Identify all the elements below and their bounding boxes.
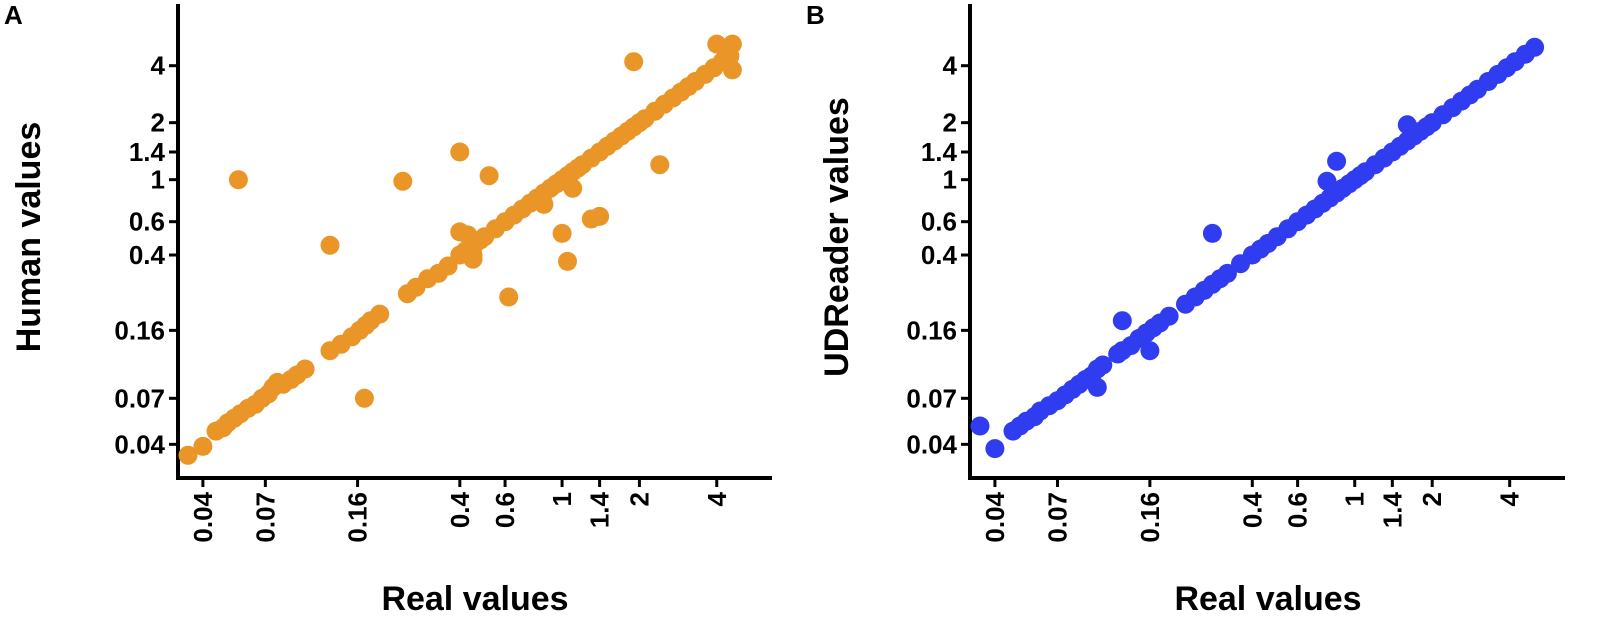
data-point bbox=[178, 445, 198, 465]
x-axis-title: Real values bbox=[381, 580, 568, 618]
data-point bbox=[354, 388, 374, 408]
data-point bbox=[393, 171, 413, 191]
x-tick-label: 4 bbox=[1495, 491, 1525, 506]
data-point bbox=[534, 194, 554, 214]
x-axis-title: Real values bbox=[1174, 580, 1361, 618]
data-point bbox=[370, 304, 390, 324]
data-point bbox=[722, 34, 742, 54]
y-tick-label: 1 bbox=[151, 165, 165, 195]
data-point bbox=[1317, 171, 1337, 191]
y-tick-label: 4 bbox=[943, 51, 958, 81]
data-point bbox=[193, 436, 213, 456]
data-point bbox=[1217, 263, 1237, 283]
x-tick-label: 0.4 bbox=[1237, 491, 1267, 528]
x-tick-label: 0.07 bbox=[1042, 492, 1072, 543]
y-tick-label: 0.4 bbox=[921, 240, 958, 270]
data-point bbox=[624, 52, 644, 72]
x-tick-label: 0.6 bbox=[490, 492, 520, 528]
y-tick-label: 0.16 bbox=[906, 315, 957, 345]
y-tick-label: 2 bbox=[151, 108, 165, 138]
x-tick-label: 1 bbox=[1340, 492, 1370, 506]
data-point bbox=[563, 178, 583, 198]
x-tick-label: 1.4 bbox=[585, 491, 615, 528]
x-tick-label: 0.16 bbox=[343, 492, 373, 543]
x-tick-label: 0.16 bbox=[1135, 492, 1165, 543]
data-point bbox=[463, 249, 483, 269]
data-point bbox=[590, 206, 610, 226]
data-point bbox=[970, 416, 990, 436]
y-tick-label: 0.04 bbox=[906, 429, 957, 459]
data-point bbox=[320, 235, 340, 255]
data-point bbox=[1093, 355, 1113, 375]
x-tick-label: 4 bbox=[702, 491, 732, 506]
panel-label: A bbox=[4, 0, 23, 30]
data-point bbox=[650, 155, 670, 175]
data-point bbox=[1159, 306, 1179, 326]
y-tick-label: 0.6 bbox=[129, 207, 165, 237]
data-point bbox=[707, 34, 727, 54]
data-point bbox=[1087, 377, 1107, 397]
x-tick-label: 0.04 bbox=[188, 491, 218, 542]
y-tick-label: 1 bbox=[943, 165, 957, 195]
data-point bbox=[499, 287, 519, 307]
data-point bbox=[295, 359, 315, 379]
x-tick-label: 0.6 bbox=[1283, 492, 1313, 528]
y-tick-label: 0.4 bbox=[129, 240, 166, 270]
data-point bbox=[985, 439, 1005, 459]
y-tick-label: 0.07 bbox=[906, 383, 957, 413]
data-point bbox=[558, 251, 577, 271]
data-point bbox=[450, 142, 470, 162]
y-tick-label: 0.07 bbox=[114, 383, 165, 413]
data-point bbox=[1202, 223, 1222, 243]
x-tick-label: 1 bbox=[547, 492, 577, 506]
y-tick-label: 2 bbox=[943, 108, 957, 138]
y-tick-label: 0.6 bbox=[921, 207, 957, 237]
data-point bbox=[1327, 151, 1347, 171]
data-point bbox=[228, 170, 248, 190]
data-point bbox=[722, 60, 742, 80]
x-tick-label: 0.4 bbox=[445, 491, 475, 528]
y-tick-label: 1.4 bbox=[921, 137, 958, 167]
x-tick-label: 2 bbox=[1417, 492, 1447, 506]
data-point bbox=[1112, 311, 1132, 331]
y-tick-label: 0.16 bbox=[114, 315, 165, 345]
x-tick-label: 0.07 bbox=[250, 492, 280, 543]
y-tick-label: 0.04 bbox=[114, 429, 165, 459]
x-tick-label: 2 bbox=[624, 492, 654, 506]
data-point bbox=[1140, 341, 1160, 361]
y-tick-label: 1.4 bbox=[129, 137, 166, 167]
data-point bbox=[479, 166, 499, 186]
y-tick-label: 4 bbox=[151, 51, 166, 81]
data-point bbox=[1525, 37, 1545, 57]
data-point bbox=[552, 223, 572, 243]
data-point bbox=[1397, 115, 1417, 135]
x-tick-label: 0.04 bbox=[980, 491, 1010, 542]
y-axis-title: Human values bbox=[10, 122, 48, 353]
x-tick-label: 1.4 bbox=[1377, 491, 1407, 528]
y-axis-title: UDReader values bbox=[818, 97, 856, 377]
panel-label: B bbox=[806, 0, 825, 30]
data-point bbox=[458, 225, 478, 245]
